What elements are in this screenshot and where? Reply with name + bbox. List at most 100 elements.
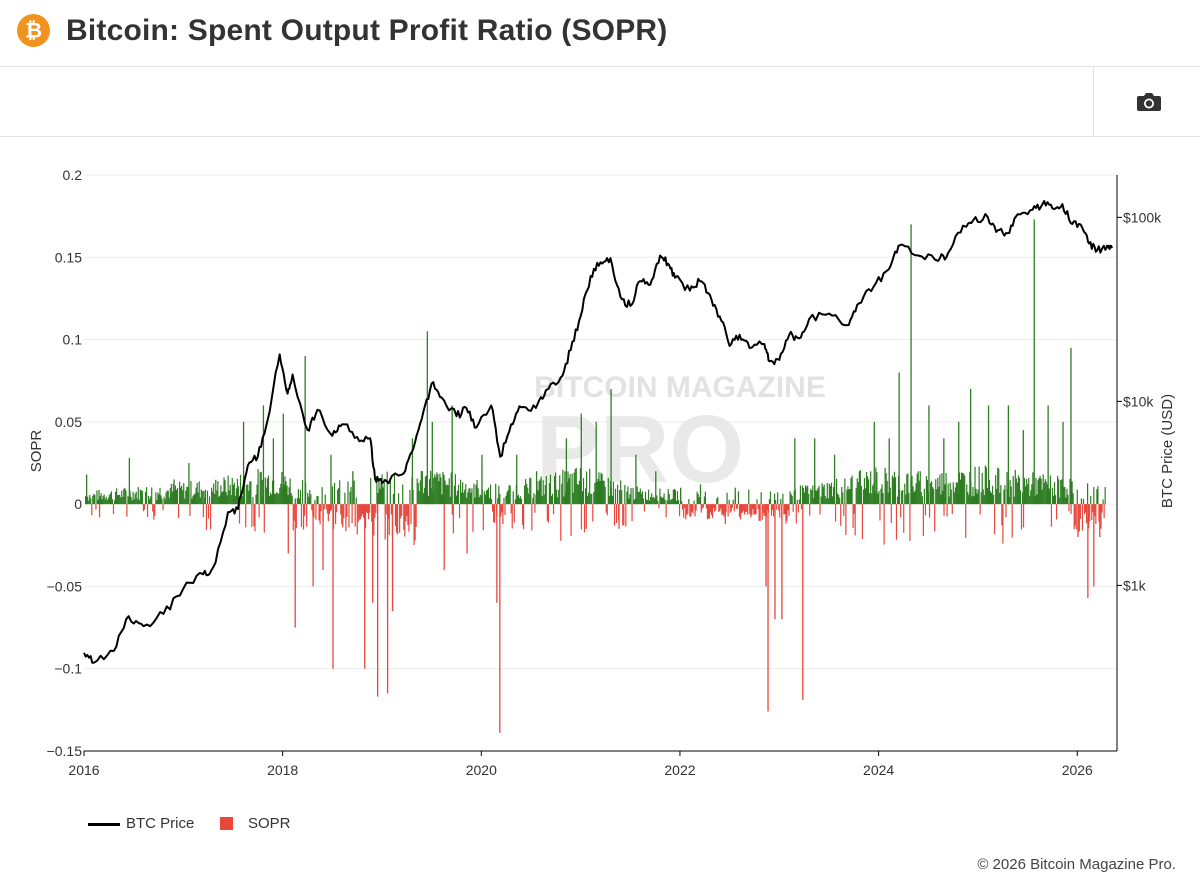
sopr-bar [942, 490, 944, 505]
sopr-bar [174, 485, 177, 505]
sopr-bar [505, 495, 507, 505]
sopr-spike [1087, 504, 1089, 598]
sopr-bar [244, 475, 246, 505]
sopr-bar [602, 480, 604, 505]
sopr-bar [576, 483, 578, 505]
sopr-bar [236, 478, 239, 505]
sopr-bar [703, 496, 705, 505]
sopr-bar [245, 504, 247, 528]
sopr-bar [367, 504, 369, 514]
sopr-bar [452, 504, 454, 534]
sopr-bar [609, 481, 611, 505]
sopr-spike [724, 504, 726, 524]
sopr-bar [974, 466, 976, 505]
sopr-bar [520, 498, 523, 505]
sopr-bar [972, 487, 974, 505]
sopr-bar [100, 493, 102, 505]
sopr-bar [443, 474, 445, 505]
sopr-bar [112, 504, 115, 515]
sopr-bar [345, 504, 347, 532]
sopr-bar [712, 504, 714, 518]
sopr-bar [637, 492, 639, 505]
sopr-bar [1087, 483, 1089, 505]
sopr-bar [1091, 504, 1093, 521]
sopr-bar [101, 499, 103, 505]
sopr-bar [561, 483, 563, 505]
sopr-bar [819, 504, 821, 515]
sopr-bar [916, 473, 918, 505]
sopr-bar [1069, 478, 1071, 505]
sopr-bar [1014, 469, 1016, 505]
sopr-bar [534, 504, 536, 513]
sopr-bar [707, 504, 710, 519]
sopr-bar [142, 504, 145, 512]
sopr-bar [868, 479, 870, 505]
sopr-bar [512, 491, 514, 505]
sopr-bar [884, 467, 886, 505]
sopr-bar [177, 504, 180, 518]
sopr-bar [754, 504, 756, 515]
sopr-bar [158, 494, 160, 505]
sopr-bar [649, 500, 651, 505]
sopr-bar [822, 486, 824, 505]
sopr-bar [102, 495, 104, 505]
sopr-bar [513, 504, 515, 523]
sopr-bar [299, 490, 302, 505]
sopr-bar [1002, 504, 1004, 544]
sopr-bar [651, 493, 653, 505]
sopr-bar [285, 481, 287, 505]
sopr-bar [489, 484, 492, 505]
sopr-bar [933, 488, 935, 505]
sopr-spike [1022, 430, 1024, 505]
sopr-bar [490, 499, 493, 505]
sopr-bar [736, 504, 739, 509]
sopr-bar [482, 504, 484, 531]
sopr-bar [966, 484, 968, 505]
sopr-spike [610, 388, 612, 505]
sopr-bar [967, 492, 969, 505]
sopr-bar [449, 496, 451, 505]
sopr-bar [175, 489, 178, 505]
sopr-bar [381, 474, 383, 505]
sopr-spike [679, 487, 682, 505]
sopr-bar [670, 499, 672, 505]
sopr-spike [595, 421, 597, 505]
sopr-bar [337, 489, 339, 505]
sopr-bar [340, 504, 342, 515]
sopr-bar [369, 504, 371, 513]
sopr-bar [293, 504, 295, 521]
sopr-bar [589, 468, 591, 505]
sopr-bar [921, 496, 923, 505]
sopr-bar [682, 504, 684, 510]
sopr-bar [870, 471, 872, 505]
sopr-spike [794, 438, 796, 505]
sopr-bar [751, 504, 753, 516]
sopr-bar [1071, 481, 1073, 505]
sopr-bar [597, 478, 599, 505]
sopr-bar [911, 475, 913, 505]
sopr-bar [621, 490, 623, 505]
sopr-spike [699, 484, 702, 505]
sopr-bar [1058, 479, 1060, 505]
sopr-bar [705, 504, 708, 509]
sopr-bar [267, 475, 270, 505]
sopr-bar [510, 504, 512, 514]
sopr-bar [668, 494, 670, 505]
sopr-bar [168, 497, 170, 505]
sopr-bar [1063, 486, 1065, 505]
sopr-bar [435, 476, 437, 505]
sopr-bar [491, 504, 494, 512]
sopr-bar [848, 489, 850, 505]
sopr-bar [390, 504, 392, 515]
sopr-bar [165, 492, 167, 505]
sopr-bar [720, 504, 722, 509]
sopr-bar [878, 491, 880, 505]
sopr-bar [454, 474, 457, 505]
sopr-bar [1090, 495, 1092, 505]
sopr-bar [414, 504, 416, 541]
camera-icon[interactable] [1128, 90, 1168, 116]
sopr-bar [761, 504, 763, 520]
sopr-bar [909, 504, 911, 541]
sopr-bar [936, 489, 938, 505]
sopr-bar [266, 478, 269, 505]
